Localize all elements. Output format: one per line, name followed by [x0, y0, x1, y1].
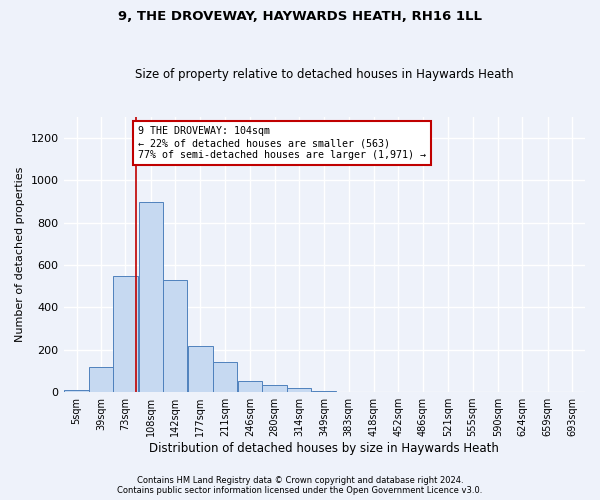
Bar	[287, 388, 311, 392]
Bar	[64, 390, 89, 392]
Bar	[89, 366, 113, 392]
Title: Size of property relative to detached houses in Haywards Heath: Size of property relative to detached ho…	[135, 68, 514, 81]
Text: 9 THE DROVEWAY: 104sqm
← 22% of detached houses are smaller (563)
77% of semi-de: 9 THE DROVEWAY: 104sqm ← 22% of detached…	[138, 126, 426, 160]
Bar	[262, 386, 287, 392]
Bar	[213, 362, 237, 392]
Bar	[113, 276, 137, 392]
Bar	[238, 381, 262, 392]
Bar	[163, 280, 187, 392]
X-axis label: Distribution of detached houses by size in Haywards Heath: Distribution of detached houses by size …	[149, 442, 499, 455]
Bar	[312, 391, 337, 392]
Text: 9, THE DROVEWAY, HAYWARDS HEATH, RH16 1LL: 9, THE DROVEWAY, HAYWARDS HEATH, RH16 1L…	[118, 10, 482, 23]
Text: Contains HM Land Registry data © Crown copyright and database right 2024.
Contai: Contains HM Land Registry data © Crown c…	[118, 476, 482, 495]
Y-axis label: Number of detached properties: Number of detached properties	[15, 167, 25, 342]
Bar	[139, 202, 163, 392]
Bar	[188, 346, 212, 392]
